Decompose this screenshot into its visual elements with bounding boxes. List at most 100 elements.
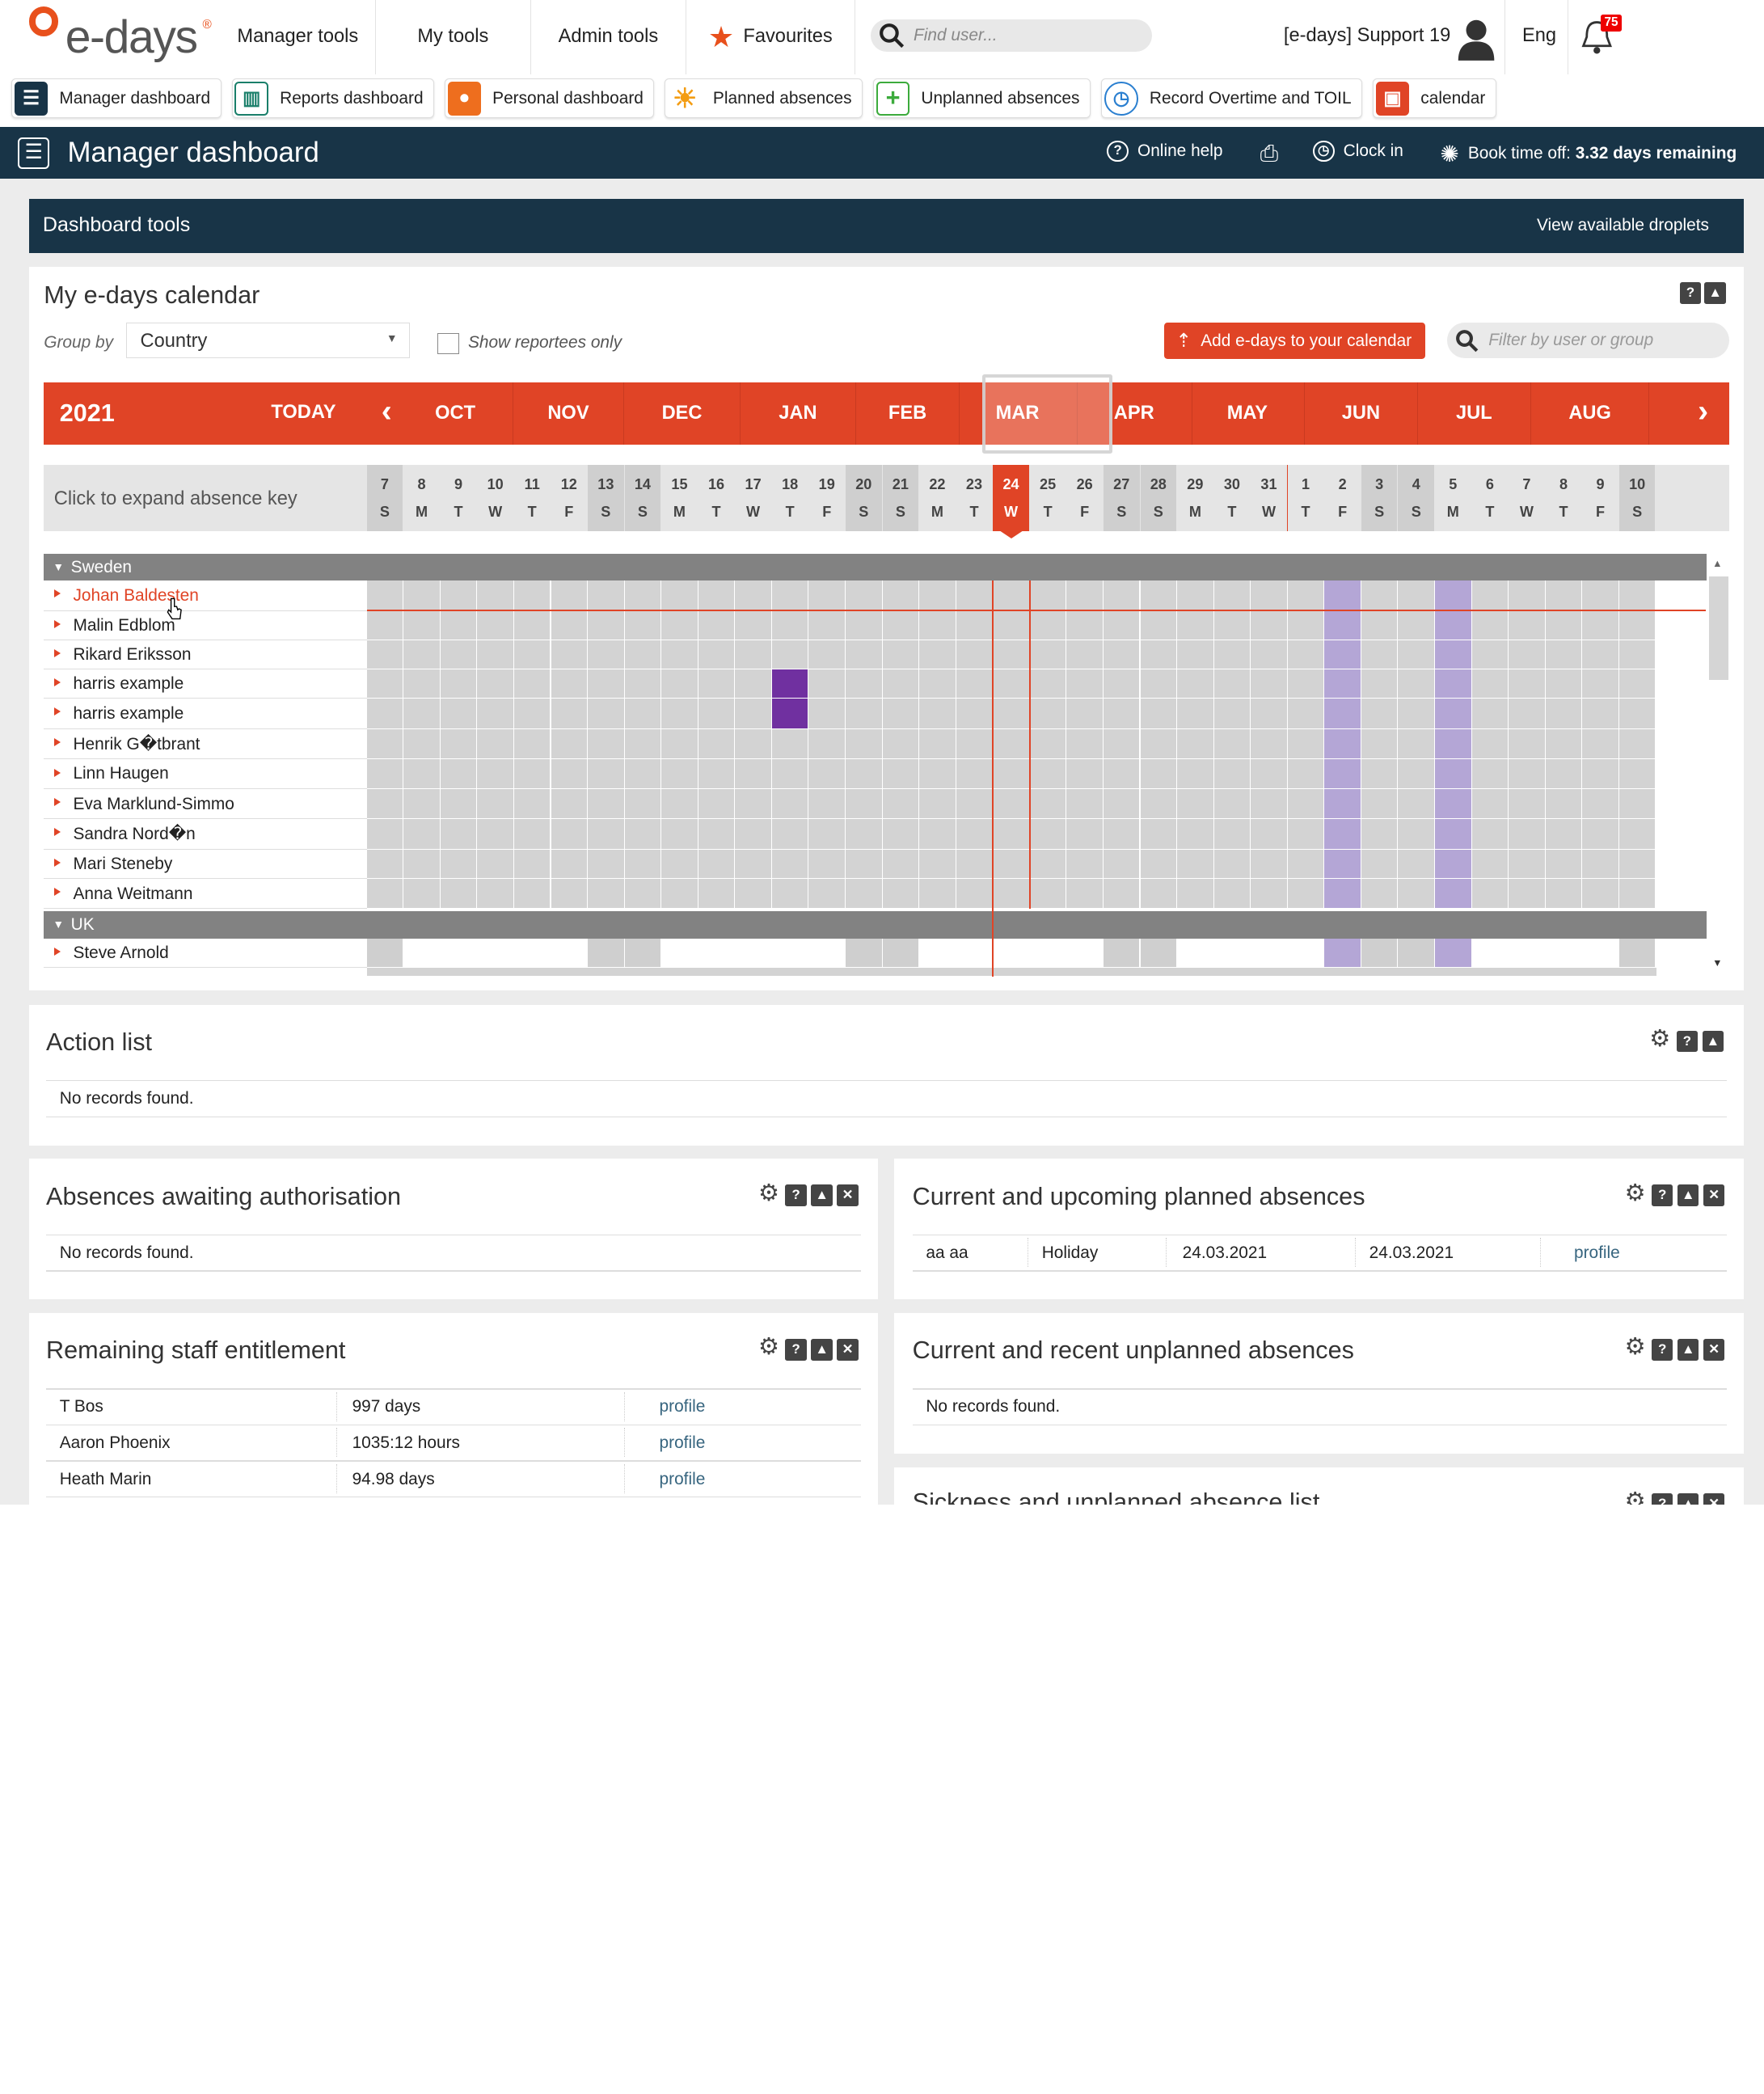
day-cell[interactable] [1103, 580, 1141, 610]
day-cell[interactable] [1545, 759, 1583, 788]
day-cell[interactable] [771, 699, 809, 728]
day-cell[interactable] [882, 580, 920, 610]
employee-calendar-cells[interactable] [366, 640, 1656, 670]
day-cell[interactable] [919, 640, 956, 669]
employee-calendar-cells[interactable] [366, 788, 1656, 820]
day-cell[interactable] [588, 878, 625, 909]
day-cell[interactable] [1213, 580, 1251, 610]
day-cell[interactable] [624, 849, 662, 878]
day-cell[interactable] [624, 669, 662, 699]
day-cell[interactable] [1140, 580, 1178, 610]
day-cell[interactable] [1213, 669, 1251, 699]
day-cell[interactable] [403, 580, 441, 610]
day-cell[interactable] [1251, 819, 1288, 849]
day-cell[interactable] [1213, 699, 1251, 728]
day-column[interactable]: 25 T [1030, 465, 1066, 531]
day-cell[interactable] [735, 938, 772, 967]
day-cell[interactable] [1435, 699, 1472, 728]
day-cell[interactable] [551, 699, 588, 728]
help-icon[interactable]: ? [1652, 1492, 1673, 1505]
day-cell[interactable] [588, 610, 625, 640]
day-cell[interactable] [1324, 938, 1361, 967]
group-by-select[interactable]: Country ▼ [125, 323, 410, 358]
employee-calendar-cells[interactable] [366, 819, 1656, 850]
day-cell[interactable] [735, 878, 772, 909]
day-cell[interactable] [1066, 669, 1104, 699]
profile-link[interactable]: profile [659, 1469, 706, 1488]
employee-row-label[interactable]: Steve Arnold [44, 939, 367, 968]
day-cell[interactable] [1618, 699, 1656, 728]
day-cell[interactable] [477, 580, 514, 610]
shortcut-planned-absences[interactable]: ☀ Planned absences [665, 78, 863, 119]
day-cell[interactable] [1361, 819, 1399, 849]
help-icon[interactable]: ? [785, 1339, 807, 1361]
day-cell[interactable] [1177, 640, 1214, 669]
employee-calendar-cells[interactable] [366, 699, 1656, 729]
help-icon[interactable]: ? [785, 1184, 807, 1206]
employee-calendar-cells[interactable] [366, 759, 1656, 789]
day-cell[interactable] [588, 788, 625, 819]
day-cell[interactable] [1361, 788, 1399, 819]
day-cell[interactable] [366, 819, 404, 849]
day-cell[interactable] [1251, 610, 1288, 640]
employee-row-label[interactable]: Johan Baldesten [44, 580, 367, 611]
day-cell[interactable] [1471, 610, 1509, 640]
day-cell[interactable] [1029, 819, 1067, 849]
collapse-icon[interactable]: ▲ [811, 1339, 833, 1361]
day-cell[interactable] [1618, 669, 1656, 699]
day-cell[interactable] [808, 819, 846, 849]
day-cell[interactable] [440, 699, 478, 728]
day-cell[interactable] [1361, 759, 1399, 788]
day-cell[interactable] [1103, 669, 1141, 699]
day-cell[interactable] [1324, 699, 1361, 728]
day-cell[interactable] [1066, 640, 1104, 669]
day-cell[interactable] [477, 699, 514, 728]
day-cell[interactable] [1251, 788, 1288, 819]
day-cell[interactable] [1251, 669, 1288, 699]
day-cell[interactable] [1545, 849, 1583, 878]
day-cell[interactable] [1029, 788, 1067, 819]
day-cell[interactable] [993, 669, 1030, 699]
day-cell[interactable] [1471, 759, 1509, 788]
day-cell[interactable] [1177, 669, 1214, 699]
day-cell[interactable] [882, 669, 920, 699]
day-cell[interactable] [1582, 610, 1619, 640]
nav-my-tools[interactable]: My tools [376, 0, 531, 74]
day-cell[interactable] [993, 728, 1030, 759]
day-cell[interactable] [1324, 580, 1361, 610]
gear-icon[interactable]: ⚙ [758, 1180, 780, 1206]
day-cell[interactable] [1582, 819, 1619, 849]
day-cell[interactable] [1140, 640, 1178, 669]
day-cell[interactable] [771, 580, 809, 610]
day-cell[interactable] [771, 938, 809, 967]
day-cell[interactable] [808, 759, 846, 788]
day-cell[interactable] [551, 669, 588, 699]
close-icon[interactable]: ✕ [837, 1339, 859, 1361]
day-cell[interactable] [661, 640, 698, 669]
day-cell[interactable] [1103, 938, 1141, 967]
day-cell[interactable] [1251, 938, 1288, 967]
day-cell[interactable] [1140, 878, 1178, 909]
day-column-today[interactable]: 24 W [993, 464, 1029, 531]
day-cell[interactable] [1361, 699, 1399, 728]
day-cell[interactable] [624, 699, 662, 728]
day-cell[interactable] [440, 728, 478, 759]
day-cell[interactable] [513, 640, 551, 669]
scroll-down-icon[interactable]: ▼ [1712, 957, 1723, 969]
day-cell[interactable] [1582, 728, 1619, 759]
day-cell[interactable] [1618, 580, 1656, 610]
day-cell[interactable] [1213, 728, 1251, 759]
profile-link[interactable]: profile [659, 1433, 706, 1453]
close-icon[interactable]: ✕ [1703, 1184, 1725, 1206]
day-cell[interactable] [808, 610, 846, 640]
gear-icon[interactable]: ⚙ [758, 1334, 780, 1361]
user-name[interactable]: [e-days] Support 19 [1283, 24, 1451, 46]
day-cell[interactable] [1324, 728, 1361, 759]
day-cell[interactable] [1029, 878, 1067, 909]
day-cell[interactable] [1471, 728, 1509, 759]
day-cell[interactable] [1287, 819, 1325, 849]
day-cell[interactable] [1361, 640, 1399, 669]
